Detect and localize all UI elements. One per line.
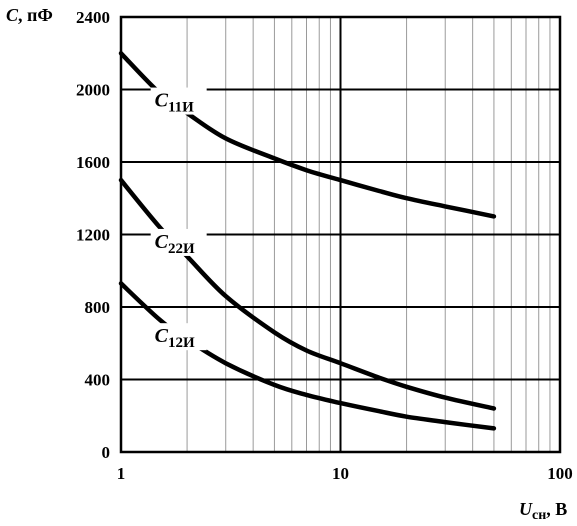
series-label-C12И: C12И bbox=[155, 325, 195, 351]
y-tick-label: 1600 bbox=[76, 153, 110, 172]
x-tick-label: 10 bbox=[332, 464, 349, 483]
x-axis-label: Uсн, В bbox=[519, 499, 567, 523]
series-line-C22И bbox=[118, 177, 497, 411]
y-tick-label: 2000 bbox=[76, 81, 110, 100]
grid bbox=[119, 15, 562, 454]
series-line-C12И bbox=[118, 281, 497, 431]
y-tick-labels: 0 400 800 1200 1600 2000 2400 bbox=[76, 8, 110, 462]
series-label-C22И: C22И bbox=[155, 231, 195, 257]
y-axis-label: C, пФ bbox=[6, 5, 53, 25]
series-label-bg bbox=[150, 228, 207, 256]
y-tick-label: 1200 bbox=[76, 226, 110, 245]
y-tick-label: 0 bbox=[102, 443, 111, 462]
y-tick-label: 400 bbox=[85, 371, 111, 390]
series-label-C11И: C11И bbox=[155, 90, 195, 116]
x-tick-labels: 1 10 100 bbox=[117, 464, 573, 483]
y-tick-label: 2400 bbox=[76, 8, 110, 27]
y-tick-label: 800 bbox=[85, 298, 111, 317]
series-line-C11И bbox=[118, 51, 497, 219]
series-labels: C11И C22И C12И bbox=[150, 87, 207, 351]
x-tick-label: 100 bbox=[547, 464, 573, 483]
x-tick-label: 1 bbox=[117, 464, 126, 483]
plot-frame bbox=[119, 15, 562, 454]
series-label-bg bbox=[150, 87, 207, 115]
series-label-bg bbox=[150, 323, 207, 351]
